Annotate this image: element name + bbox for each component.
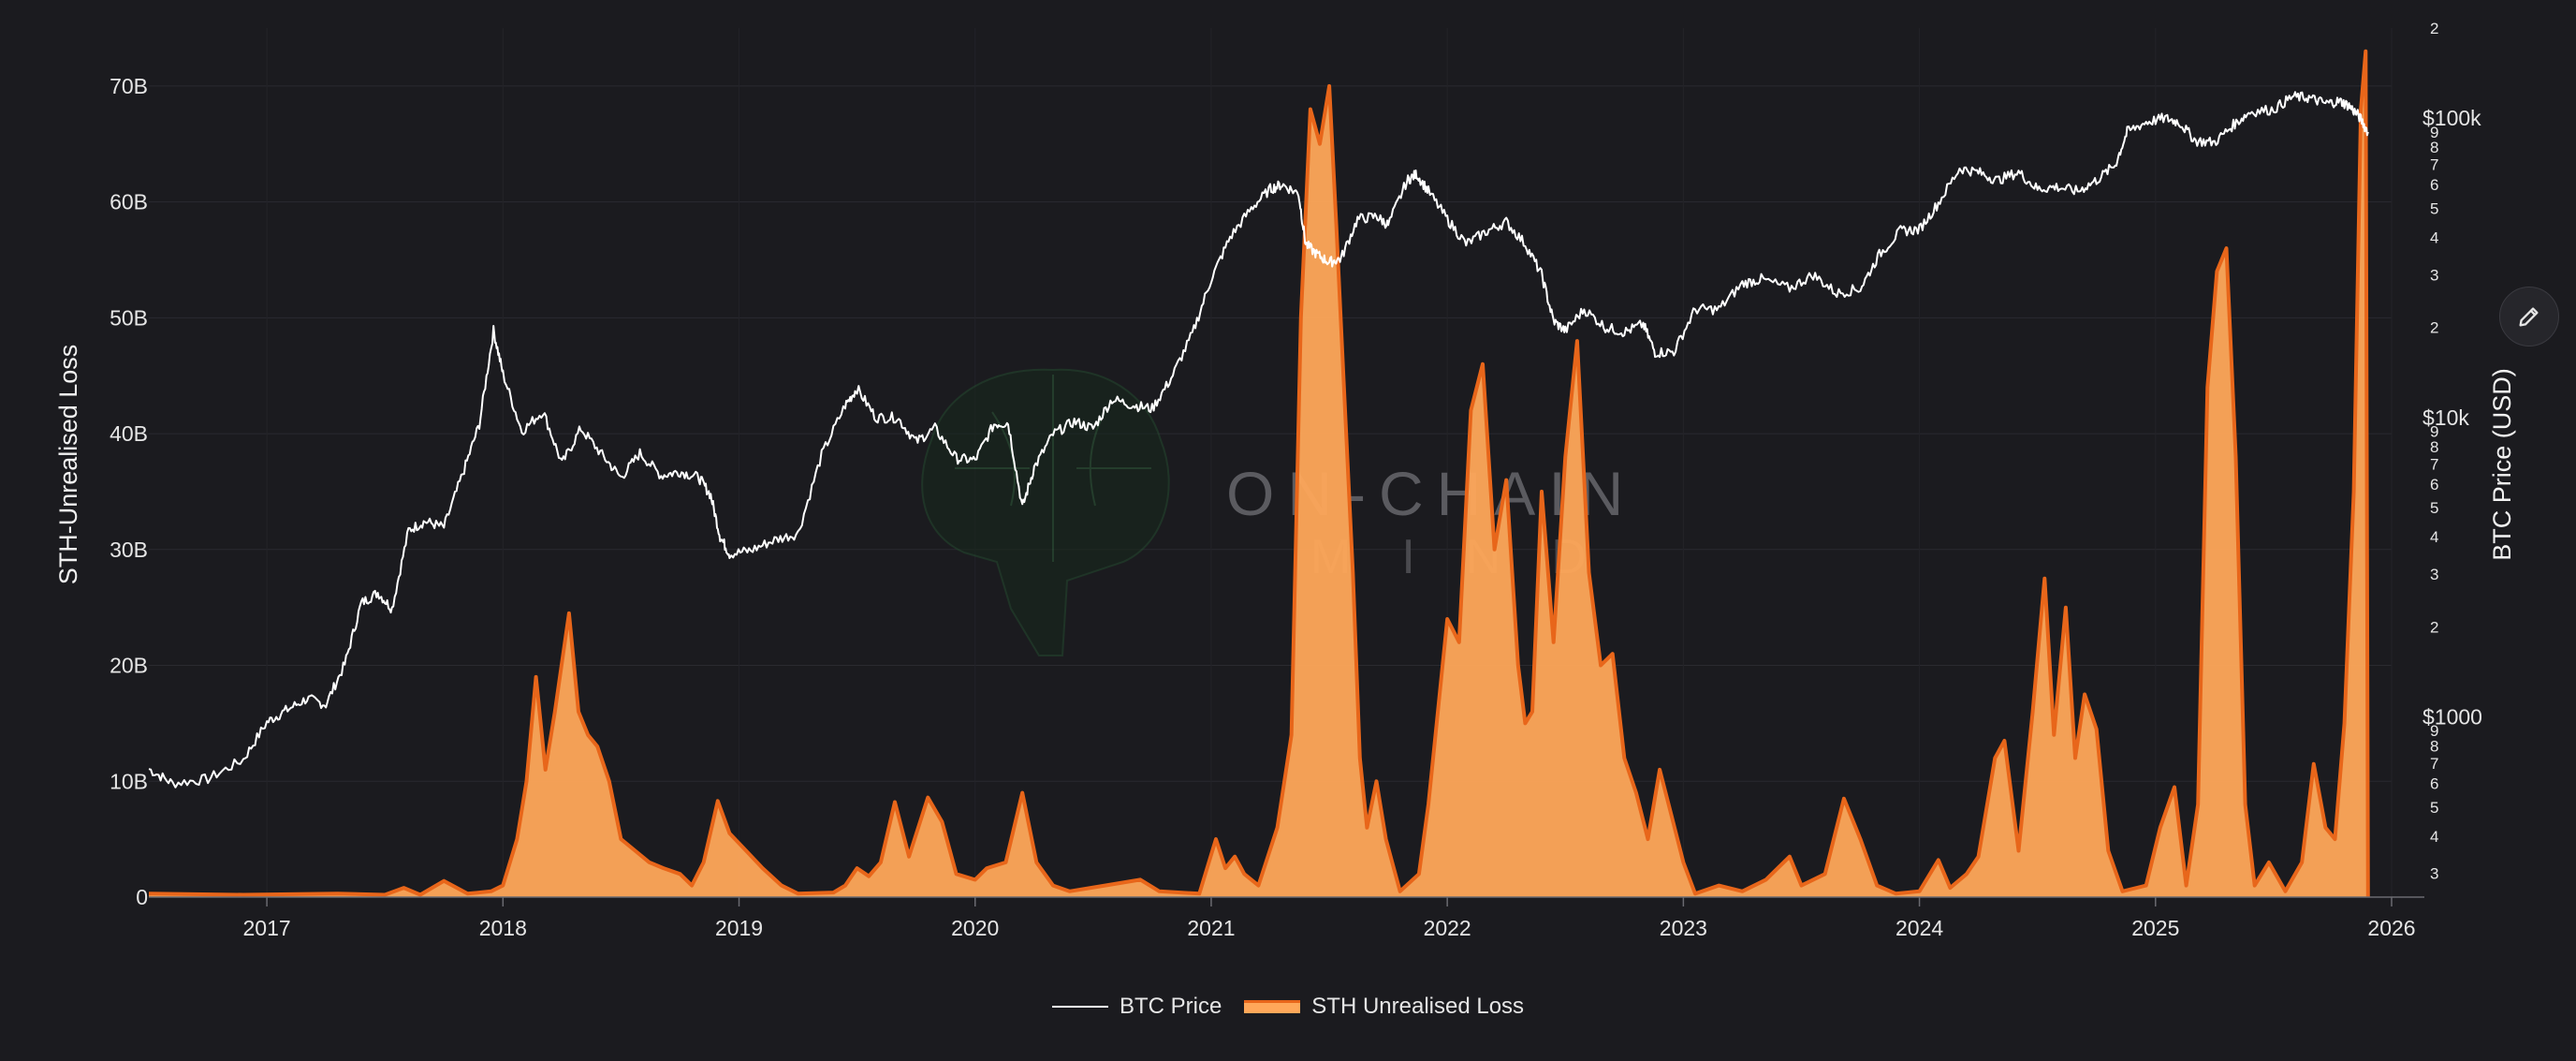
legend-swatch-sth-loss [1244,1000,1301,1013]
right-axis-title: BTC Price (USD) [2488,368,2516,561]
legend-item-btc-price[interactable]: BTC Price [1051,994,1222,1020]
right-tick-label: 2 [2430,20,2438,37]
right-tick-label: 8 [2430,139,2438,156]
left-tick-label: 70B [110,74,148,98]
right-tick-label: 5 [2430,199,2438,217]
legend-label-btc-price: BTC Price [1119,994,1222,1019]
x-tick-label: 2026 [2367,916,2415,940]
x-tick-label: 2022 [1424,916,1471,940]
btc-price-line [148,91,2369,788]
right-tick-label: 3 [2430,566,2438,583]
right-tick-label: 8 [2430,438,2438,456]
left-tick-label: 40B [110,421,148,446]
right-tick-label: 7 [2430,156,2438,174]
right-tick-label: 5 [2430,799,2438,817]
right-tick-label: 4 [2430,528,2438,546]
right-tick-label: 7 [2430,755,2438,773]
x-tick-label: 2021 [1187,916,1235,940]
right-tick-label-major: $1000 [2422,705,2482,729]
sth-unrealised-loss-series [148,49,2370,898]
right-tick-label: 2 [2430,319,2438,337]
watermark-text: ON-CHAIN [1226,459,1636,528]
legend: BTC Price STH Unrealised Loss [0,994,2576,1020]
left-tick-label: 20B [110,654,148,678]
left-tick-label: 0 [136,885,148,909]
left-tick-label: 10B [110,769,148,793]
right-tick-label: 6 [2430,774,2438,792]
right-tick-label: 9 [2430,124,2438,141]
right-tick-label-major: $100k [2422,106,2481,130]
right-tick-label: 9 [2430,423,2438,441]
x-tick-label: 2018 [479,916,527,940]
left-axis-title: STH-Unrealised Loss [54,345,82,585]
legend-swatch-btc-price [1051,1006,1108,1008]
btc-price-series [148,91,2369,788]
x-tick-label: 2017 [243,916,291,940]
right-tick-label: 9 [2430,722,2438,740]
edit-button[interactable] [2499,287,2559,346]
legend-label-sth-loss: STH Unrealised Loss [1311,994,1525,1019]
right-tick-label: 4 [2430,228,2438,246]
right-tick-label: 3 [2430,865,2438,883]
left-tick-label: 50B [110,305,148,330]
sth-area-stroke [148,49,2370,898]
pencil-icon [2519,307,2539,327]
x-axis-ticks: 2017 2018 2019 2020 2021 2022 2023 2024 2025 2026 [243,897,2416,940]
right-tick-label: 5 [2430,499,2438,517]
right-tick-label: 7 [2430,455,2438,473]
left-axis-ticks: 0 10B 20B 30B 40B 50B 60B 70B [110,74,148,909]
right-tick-label-major: $10k [2422,405,2469,430]
watermark-brain-icon [921,368,1170,656]
right-tick-label: 6 [2430,176,2438,194]
left-tick-label: 60B [110,190,148,214]
right-tick-label: 6 [2430,476,2438,494]
legend-item-sth-loss[interactable]: STH Unrealised Loss [1244,994,1524,1020]
x-tick-label: 2024 [1895,916,1943,940]
left-tick-label: 30B [110,538,148,562]
right-tick-label: 8 [2430,738,2438,756]
right-tick-label: 2 [2430,618,2438,636]
x-tick-label: 2020 [951,916,999,940]
x-tick-label: 2023 [1660,916,1707,940]
right-tick-label: 3 [2430,266,2438,284]
x-tick-label: 2025 [2131,916,2179,940]
right-tick-label: 4 [2430,828,2438,846]
x-tick-label: 2019 [715,916,763,940]
